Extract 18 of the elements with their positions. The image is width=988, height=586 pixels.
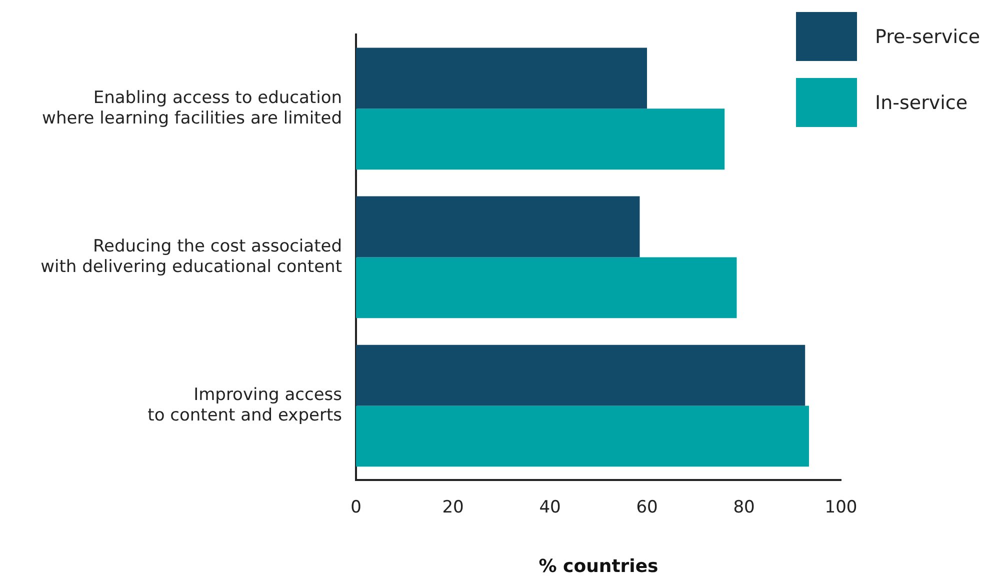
- y-tick-label: Improving access to content and experts: [148, 384, 342, 426]
- text: Pre-service: [875, 26, 980, 48]
- bar: [356, 108, 725, 170]
- x-axis-title: % countries: [538, 556, 658, 577]
- x-tick-label: 0: [350, 498, 362, 518]
- y-tick-label: Reducing the cost associated with delivering educational content: [40, 236, 342, 277]
- text: In-service: [875, 92, 968, 114]
- x-tick-label: 100: [824, 498, 858, 518]
- bar: [356, 257, 737, 318]
- x-tick-label: 40: [539, 498, 561, 518]
- bar: [356, 48, 647, 109]
- bar: [356, 196, 640, 258]
- bar: [356, 406, 809, 467]
- bar: [356, 344, 806, 406]
- x-tick-label: 20: [442, 498, 464, 518]
- x-tick-label: 60: [636, 498, 658, 518]
- x-tick-label: 80: [733, 498, 755, 518]
- y-tick-label: Enabling access to education where learning facilities are limited: [42, 88, 342, 128]
